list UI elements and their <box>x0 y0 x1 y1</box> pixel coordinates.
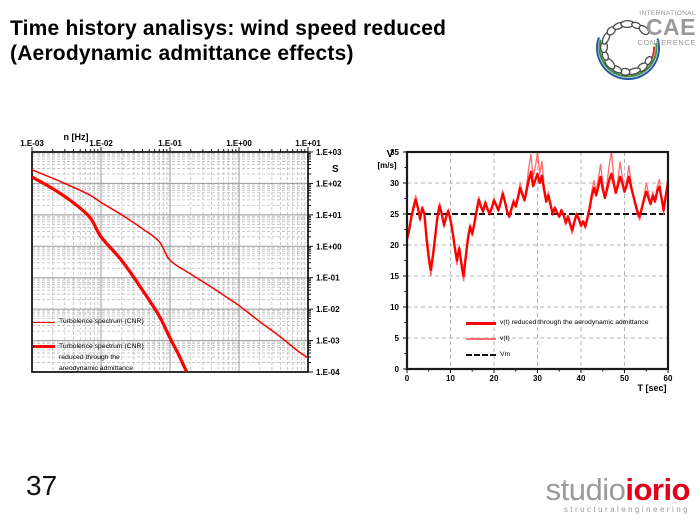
legend-item-spectrum-reduced: Turbolence spectrum (CNR) reduced throug… <box>33 341 173 375</box>
svg-text:1.E+01: 1.E+01 <box>295 139 321 148</box>
svg-text:1.E-02: 1.E-02 <box>316 305 340 314</box>
cae-conference-label: CONFERENCE <box>637 37 696 47</box>
slide-page-number: 37 <box>26 470 58 501</box>
svg-text:20: 20 <box>390 241 399 250</box>
thin-red-line-sample-icon <box>33 321 55 323</box>
legend-label: v(t) <box>500 334 510 342</box>
svg-text:10: 10 <box>446 374 455 383</box>
svg-text:1.E+03: 1.E+03 <box>316 148 342 157</box>
iorio-label: iorio <box>625 472 690 507</box>
svg-text:1.E-03: 1.E-03 <box>316 337 340 346</box>
cae-logo-text: INTERNATIONAL CAE CONFERENCE <box>630 10 696 47</box>
svg-text:10: 10 <box>390 303 399 312</box>
svg-text:0: 0 <box>405 374 410 383</box>
svg-text:T [sec]: T [sec] <box>637 383 666 393</box>
svg-text:50: 50 <box>620 374 629 383</box>
svg-text:60: 60 <box>664 374 673 383</box>
svg-text:30: 30 <box>390 179 399 188</box>
svg-text:1.E+00: 1.E+00 <box>226 139 252 148</box>
svg-text:1.E+01: 1.E+01 <box>316 211 342 220</box>
svg-text:n [Hz]: n [Hz] <box>64 132 89 142</box>
legend-label: v(t) reduced through the aerodynamic adm… <box>500 319 649 326</box>
legend-item-vt: v(t) <box>466 334 666 345</box>
light-red-line-sample-icon <box>466 338 496 341</box>
slide-title: Time history analisys: wind speed reduce… <box>10 16 550 66</box>
svg-text:25: 25 <box>390 210 399 219</box>
spectrum-chart-legend: Turbolence spectrum (CNR) Turbolence spe… <box>33 317 173 374</box>
svg-text:20: 20 <box>490 374 499 383</box>
svg-text:1.E-04: 1.E-04 <box>316 368 340 377</box>
legend-label: Vm <box>500 350 511 358</box>
legend-label: Turbolence spectrum (CNR) <box>59 318 144 325</box>
svg-text:1.E-01: 1.E-01 <box>158 139 182 148</box>
svg-text:30: 30 <box>533 374 542 383</box>
legend-label-line3: areodynamic admittance <box>59 365 134 373</box>
slide-title-line2: (Aerodynamic admittance effects) <box>10 42 354 66</box>
dashed-black-line-sample-icon <box>466 354 496 357</box>
cae-logo-icon <box>596 19 661 81</box>
cae-conference-logo: INTERNATIONAL CAE CONFERENCE <box>592 6 698 81</box>
structural-engineering-label: structuralengineering <box>563 505 690 514</box>
svg-text:0: 0 <box>395 365 400 374</box>
thick-red-line-sample-icon <box>466 321 496 325</box>
svg-text:15: 15 <box>390 272 399 281</box>
svg-text:1.E-01: 1.E-01 <box>316 274 340 283</box>
legend-label-multiline: Turbolence spectrum (CNR) reduced throug… <box>59 341 144 375</box>
svg-text:1.E-03: 1.E-03 <box>20 139 44 148</box>
legend-label-line1: Turbolence spectrum (CNR) <box>59 342 144 350</box>
slide-title-line1: Time history analisys: wind speed reduce… <box>10 17 447 40</box>
svg-text:V: V <box>387 149 394 160</box>
svg-text:[m/s]: [m/s] <box>377 161 396 170</box>
legend-item-vm: Vm <box>466 350 666 361</box>
svg-text:40: 40 <box>577 374 586 383</box>
svg-text:5: 5 <box>395 334 400 343</box>
cae-international-label: INTERNATIONAL <box>639 10 696 17</box>
thick-red-line-sample-icon <box>33 344 55 348</box>
svg-text:35: 35 <box>390 148 399 157</box>
legend-item-vt-reduced: v(t) reduced through the aerodynamic adm… <box>466 318 666 329</box>
studio-iorio-wordmark: studioiorio <box>545 472 691 507</box>
svg-text:1.E+02: 1.E+02 <box>316 179 342 188</box>
studio-iorio-logo: studioiorio structuralengineering <box>545 472 691 514</box>
legend-label-line2: reduced through the <box>59 354 120 362</box>
svg-text:S: S <box>332 164 339 175</box>
cae-label: CAE <box>645 14 696 40</box>
studio-label: studio <box>545 472 626 507</box>
timehistory-chart-legend: v(t) reduced through the aerodynamic adm… <box>466 318 666 366</box>
svg-text:1.E-02: 1.E-02 <box>89 139 113 148</box>
legend-item-spectrum: Turbolence spectrum (CNR) <box>33 317 173 328</box>
svg-text:1.E+00: 1.E+00 <box>316 242 342 251</box>
